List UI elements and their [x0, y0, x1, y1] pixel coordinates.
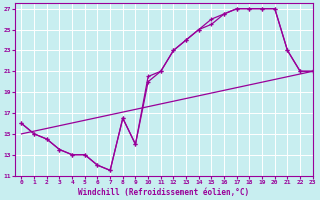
X-axis label: Windchill (Refroidissement éolien,°C): Windchill (Refroidissement éolien,°C)	[78, 188, 250, 197]
